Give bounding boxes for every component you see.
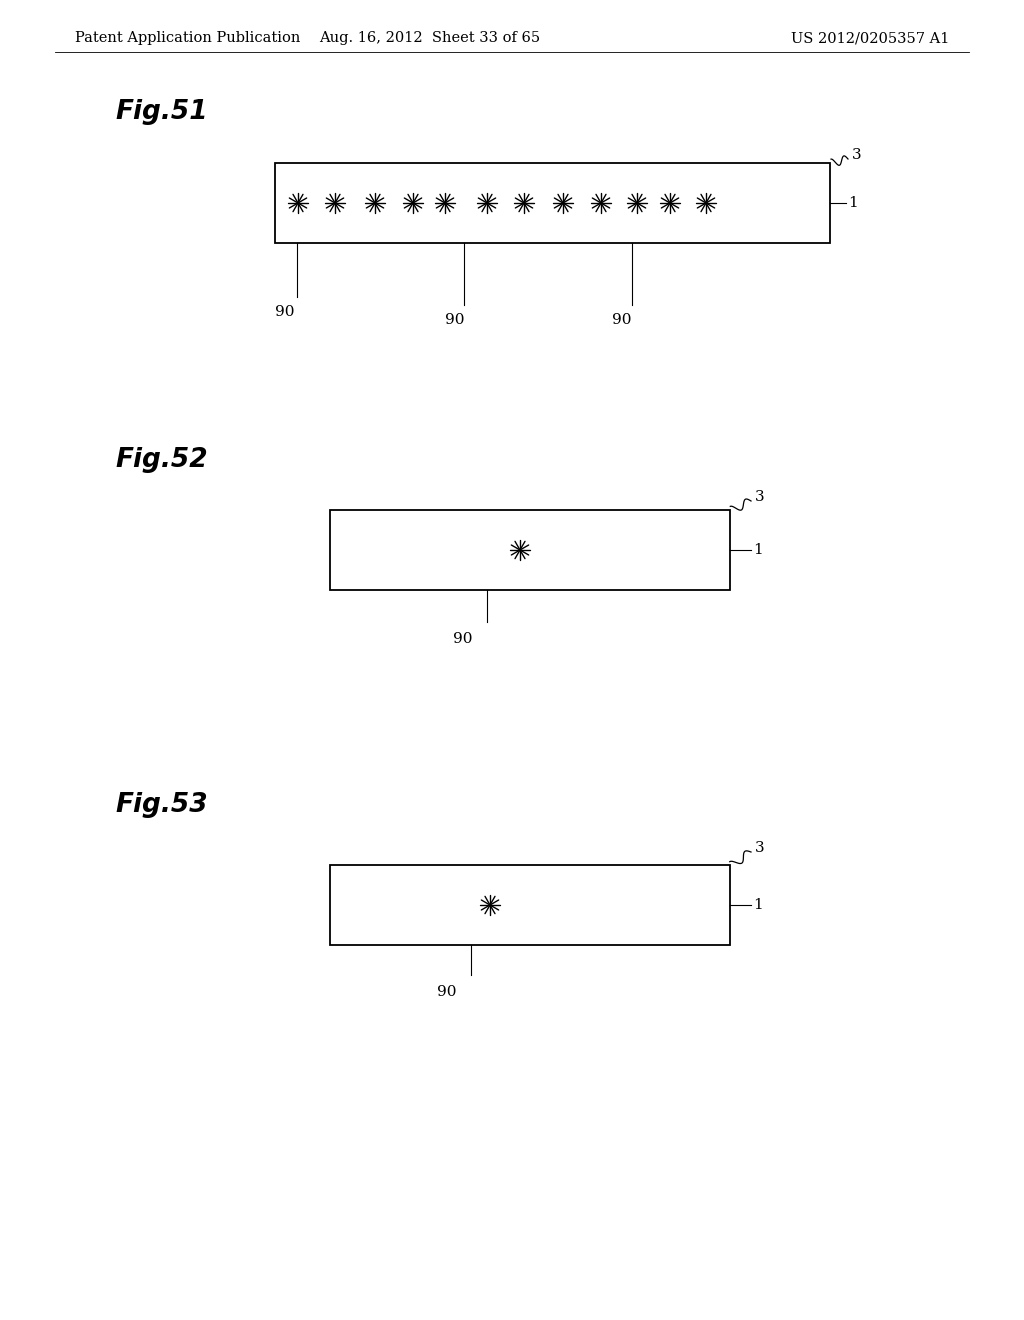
- Text: 3: 3: [755, 490, 765, 504]
- Text: 90: 90: [454, 632, 473, 645]
- Text: Fig.51: Fig.51: [115, 99, 208, 125]
- Text: 1: 1: [753, 543, 763, 557]
- Bar: [275, 162, 830, 243]
- Text: 90: 90: [612, 313, 632, 327]
- Text: 1: 1: [848, 195, 858, 210]
- Text: 90: 90: [275, 305, 295, 319]
- Text: Fig.53: Fig.53: [115, 792, 208, 818]
- Text: Patent Application Publication: Patent Application Publication: [75, 30, 300, 45]
- Text: Fig.52: Fig.52: [115, 447, 208, 473]
- Bar: [330, 865, 730, 945]
- Text: 90: 90: [437, 985, 457, 999]
- Text: Aug. 16, 2012  Sheet 33 of 65: Aug. 16, 2012 Sheet 33 of 65: [319, 30, 541, 45]
- Text: 1: 1: [753, 898, 763, 912]
- Text: US 2012/0205357 A1: US 2012/0205357 A1: [791, 30, 949, 45]
- Text: 90: 90: [445, 313, 465, 327]
- Bar: [330, 510, 730, 590]
- Text: 3: 3: [755, 841, 765, 855]
- Text: 3: 3: [852, 148, 861, 162]
